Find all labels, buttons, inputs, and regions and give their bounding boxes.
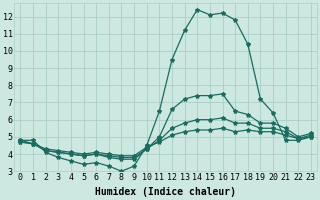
X-axis label: Humidex (Indice chaleur): Humidex (Indice chaleur) [95, 187, 236, 197]
